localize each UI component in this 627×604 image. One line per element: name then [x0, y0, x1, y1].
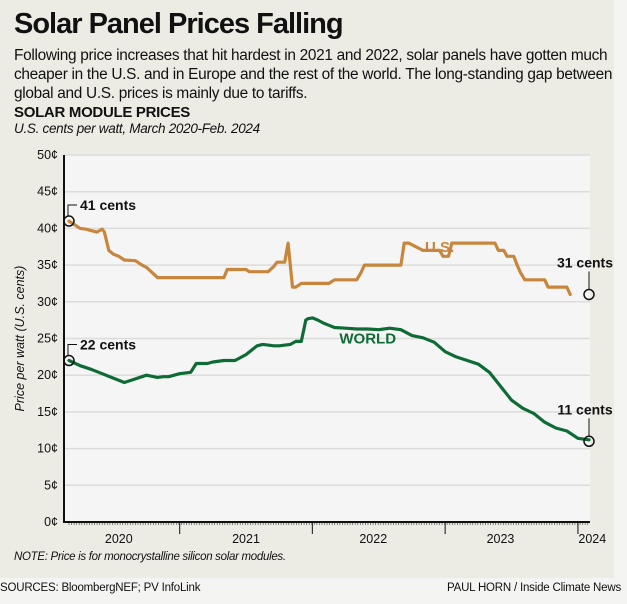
annotation-label: 22 cents — [80, 337, 136, 353]
annotation-label: 41 cents — [80, 197, 136, 213]
y-tick-label: 10¢ — [37, 442, 58, 456]
y-tick-label: 5¢ — [44, 478, 58, 492]
world-series-line — [67, 316, 591, 442]
chart-description: Following price increases that hit harde… — [14, 47, 613, 102]
us-series-label: U.S. — [425, 239, 454, 256]
y-tick-label: 30¢ — [37, 295, 58, 309]
x-tick-label: 2022 — [359, 532, 387, 546]
sources-credit: SOURCES: BloombergNEF; PV InfoLink — [0, 582, 201, 594]
x-tick-label: 2023 — [487, 532, 515, 546]
gridlines — [64, 154, 590, 487]
y-tick-label: 0¢ — [44, 515, 58, 529]
chart-subhead: SOLAR MODULE PRICES — [14, 104, 190, 121]
y-tick-label: 25¢ — [37, 332, 58, 346]
annotation-label: 31 cents — [557, 254, 613, 270]
chart-note: NOTE: Price is for monocrystalline silic… — [14, 551, 286, 563]
x-axis-ticks: 2020 2021 2022 2023 2024 — [68, 522, 606, 546]
author-credit: PAUL HORN / Inside Climate News — [446, 582, 621, 594]
annotation-leader — [67, 204, 77, 217]
y-tick-label: 20¢ — [37, 368, 58, 382]
x-tick-label: 2021 — [232, 532, 260, 546]
y-tick-label: 45¢ — [37, 185, 58, 199]
annotation-label: 11 cents — [557, 401, 612, 417]
y-tick-label: 50¢ — [37, 148, 58, 162]
x-tick-label: 2020 — [105, 532, 133, 546]
y-axis-ticks: 0¢ 5¢ 10¢ 15¢ 20¢ 25¢ 30¢ 35¢ 40¢ 45¢ 50¢ — [37, 148, 58, 529]
y-tick-label: 15¢ — [37, 405, 58, 419]
series-lines: U.S. WORLD — [67, 219, 591, 442]
y-tick-label: 35¢ — [37, 258, 58, 272]
x-tick-label: 2024 — [578, 532, 606, 546]
annotations: 41 cents 22 cents 31 cents 11 cents — [63, 197, 613, 448]
world-series-label: WORLD — [339, 331, 396, 348]
y-axis-label: Price per watt (U.S. cents) — [13, 266, 27, 412]
chart-unit-note: U.S. cents per watt, March 2020-Feb. 202… — [14, 121, 260, 136]
y-tick-label: 40¢ — [37, 221, 58, 235]
chart-title: Solar Panel Prices Falling — [14, 8, 344, 40]
annotation-leader — [67, 344, 77, 356]
us-series-line — [67, 219, 572, 297]
